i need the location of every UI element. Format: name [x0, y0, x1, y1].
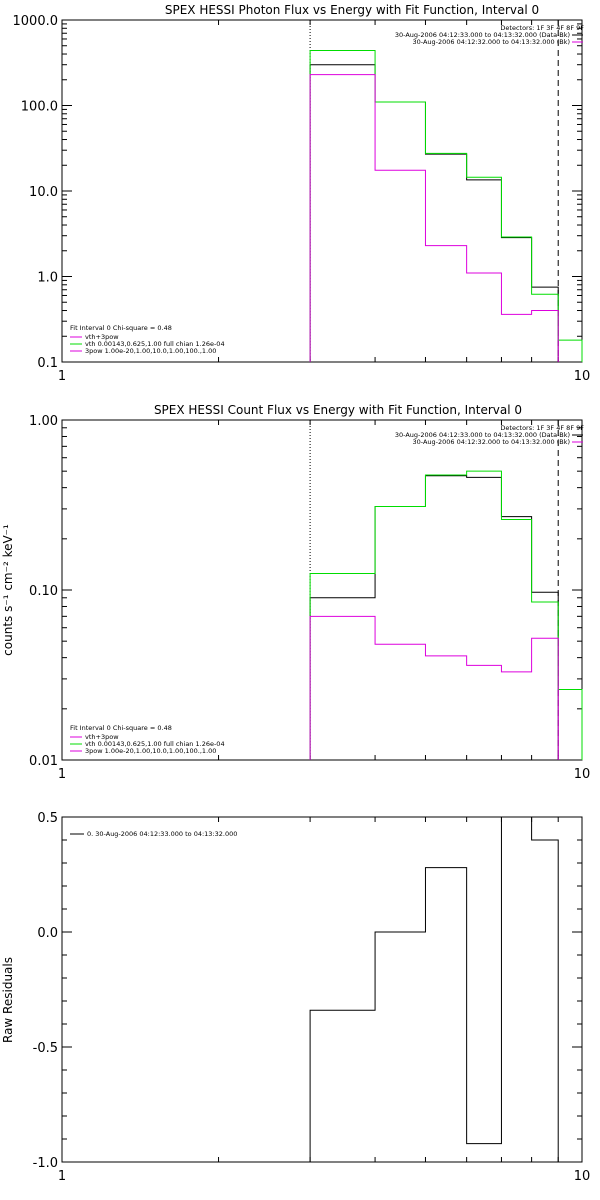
photon-series-vth-3pow [309, 49, 583, 362]
residuals-y-tick-label-0-5: 0.5 [37, 811, 58, 826]
count-legend-data-bk: 30-Aug-2006 04:12:33.000 to 04:13:32.000… [395, 431, 570, 439]
count-chart-title: SPEX HESSI Count Flux vs Energy with Fit… [154, 403, 522, 417]
count-series-data-bk [309, 475, 559, 760]
photon-y-tick-label-1000-0: 1000.0 [13, 14, 59, 29]
count-y-tick-label-1-00: 1.00 [29, 414, 58, 429]
photon-flux-panel: SPEX HESSI Photon Flux vs Energy with Fi… [13, 3, 591, 384]
photon-y-tick-label-100-0: 100.0 [21, 100, 58, 115]
photon-plot-frame [61, 19, 583, 363]
residuals-y-tick-label-1-0: -1.0 [33, 1156, 58, 1171]
count-legend-bottom-left: Fit Interval 0 Chi-square = 0.48 vth+3po… [70, 724, 225, 755]
count-legend-3pow: 3pow 1.00e-20,1.00,10.0,1.00,100.,1.00 [85, 747, 216, 755]
photon-y-tick-label-0-1: 0.1 [37, 356, 58, 371]
count-y-axis-label: counts s⁻¹ cm⁻² keV⁻¹ [1, 524, 15, 656]
photon-legend-3pow: 3pow 1.00e-20,1.00,10.0,1.00,100.,1.00 [85, 347, 216, 355]
photon-series-bk [309, 74, 559, 362]
photon-legend-bk: 30-Aug-2006 04:12:32.000 to 04:13:32.000… [413, 38, 570, 46]
photon-legend-bottom-left: Fit Interval 0 Chi-square = 0.48 vth+3po… [70, 324, 225, 355]
photon-x-tick-label-10: 10 [574, 369, 591, 384]
residuals-series-0-30-aug-2006-04-12-33-000-to-04-13-32-000 [309, 816, 559, 1162]
count-legend-bk: 30-Aug-2006 04:12:32.000 to 04:13:32.000… [413, 438, 570, 446]
residuals-plot-frame [61, 816, 583, 1163]
count-series-vth-3pow [309, 470, 583, 760]
residuals-legend: 0. 30-Aug-2006 04:12:33.000 to 04:13:32.… [70, 830, 237, 838]
photon-y-tick-label-1-0: 1.0 [37, 271, 58, 286]
count-legend-fit-interval: Fit Interval 0 Chi-square = 0.48 [70, 724, 172, 732]
count-legend-vth: vth 0.00143,0.625,1.00 full chian 1.26e-… [85, 740, 225, 748]
count-legend-top-right: Detectors: 1F 3F 4F 8F 9F 30-Aug-2006 04… [395, 424, 584, 446]
photon-legend-top-right: Detectors: 1F 3F 4F 8F 9F 30-Aug-2006 04… [395, 24, 584, 46]
residuals-y-tick-label-0-0: 0.0 [37, 926, 58, 941]
count-y-tick-label-0-01: 0.01 [29, 754, 58, 769]
count-y-tick-label-0-10: 0.10 [29, 584, 58, 599]
photon-legend-vth: vth 0.00143,0.625,1.00 full chian 1.26e-… [85, 340, 225, 348]
residuals-legend-label: 0. 30-Aug-2006 04:12:33.000 to 04:13:32.… [87, 830, 237, 838]
count-flux-panel: SPEX HESSI Count Flux vs Energy with Fit… [1, 403, 590, 782]
photon-legend-detectors: Detectors: 1F 3F 4F 8F 9F [500, 24, 584, 32]
count-x-tick-label-1: 1 [58, 767, 66, 782]
residuals-y-tick-label-0-5: -0.5 [33, 1041, 58, 1056]
photon-y-tick-label-10-0: 10.0 [29, 185, 58, 200]
residuals-panel: Raw Residuals 1 10 -1.0 -0.5 0.0 0.5 0. 30-Au… [1, 811, 590, 1184]
residuals-y-axis-label: Raw Residuals [1, 957, 15, 1043]
count-legend-model: vth+3pow [85, 733, 119, 741]
photon-legend-model: vth+3pow [85, 333, 119, 341]
residuals-x-tick-label-10: 10 [574, 1169, 591, 1184]
photon-legend-data-bk: 30-Aug-2006 04:12:33.000 to 04:13:32.000… [395, 31, 570, 39]
photon-x-tick-label-1: 1 [58, 369, 66, 384]
photon-chart-title: SPEX HESSI Photon Flux vs Energy with Fi… [165, 3, 539, 17]
count-series-bk [309, 615, 559, 760]
photon-series-data-bk [309, 64, 559, 362]
count-legend-detectors: Detectors: 1F 3F 4F 8F 9F [500, 424, 584, 432]
count-x-tick-label-10: 10 [574, 767, 591, 782]
residuals-x-tick-label-1: 1 [58, 1169, 66, 1184]
count-plot-frame [61, 419, 583, 761]
photon-legend-fit-interval: Fit Interval 0 Chi-square = 0.48 [70, 324, 172, 332]
